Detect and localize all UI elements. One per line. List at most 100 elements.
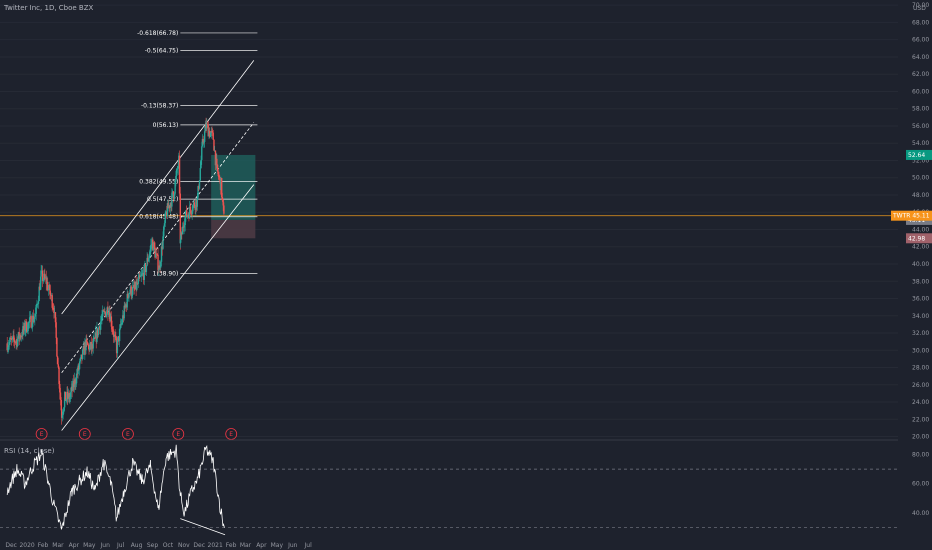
candle-body	[179, 239, 182, 244]
candle-body	[52, 307, 54, 309]
candle-body	[16, 339, 18, 347]
time-tick-label: Apr	[256, 542, 267, 549]
candle-body	[60, 400, 62, 411]
candle-body	[23, 322, 26, 330]
time-tick-label: Mar	[52, 542, 64, 549]
candle-body	[62, 411, 64, 416]
candle-body	[30, 316, 32, 328]
channel-lower-line[interactable]	[61, 184, 255, 431]
price-tick-label: 26.00	[912, 382, 929, 389]
price-axis[interactable]: 20.00 22.00 24.00 26.00 28.00 30.00 32.00 34.00…	[891, 2, 932, 441]
candle-body	[171, 191, 174, 193]
candle-body	[189, 206, 192, 211]
time-tick-label: Jul	[304, 542, 313, 549]
candle-body	[182, 226, 185, 228]
candle-body	[76, 373, 79, 375]
candle-body	[146, 257, 148, 266]
rsi-line[interactable]	[6, 444, 225, 530]
price-pane[interactable]: -0.618(66.78) -0.5(64.75) -0.13(58.37) 0(56…	[0, 4, 898, 440]
candle-body	[90, 342, 92, 350]
candle-body	[104, 312, 107, 317]
candle-body	[177, 166, 179, 169]
candle-body	[78, 361, 81, 365]
candle-body	[112, 332, 115, 337]
candle-body	[220, 177, 222, 191]
candle-body	[219, 177, 221, 178]
candle-body	[163, 223, 166, 227]
price-tick-label: 20.00	[912, 434, 929, 441]
rsi-label: RSI (14, close)	[4, 447, 55, 455]
candle-body	[210, 130, 212, 134]
candle-body	[93, 337, 95, 341]
rsi-axis[interactable]: 40.00 60.00 80.00	[912, 452, 929, 517]
time-tick-label: 2021	[208, 542, 223, 549]
candle-body	[150, 244, 153, 245]
candle-body	[39, 276, 42, 290]
candle-body	[143, 265, 146, 280]
channel-upper-line[interactable]	[61, 60, 255, 315]
candle-body	[104, 311, 106, 313]
time-tick-label: Apr	[69, 542, 80, 549]
candle-body	[134, 281, 137, 289]
candle-body	[206, 123, 209, 125]
candle-body	[173, 193, 176, 199]
rsi-divergence-line[interactable]	[180, 518, 226, 536]
candle-body	[50, 295, 53, 297]
candle-body	[10, 339, 13, 340]
candle-body	[49, 285, 51, 295]
candle-body	[32, 315, 35, 322]
candle-body	[54, 312, 57, 323]
candle-body	[75, 383, 77, 385]
price-tag-label: 52.64	[908, 152, 925, 159]
candle-body	[119, 324, 122, 329]
candle-body	[115, 336, 117, 339]
candle-body	[198, 180, 201, 189]
candle-body	[33, 319, 35, 322]
candle-body	[208, 130, 210, 137]
price-tick-label: 50.00	[912, 175, 929, 182]
candle-body	[160, 246, 163, 262]
candle-body	[106, 307, 108, 313]
candle-body	[25, 321, 27, 331]
candle-body	[45, 277, 47, 284]
time-tick-label: Oct	[163, 542, 174, 549]
candle-body	[86, 339, 88, 342]
candle-body	[152, 242, 155, 251]
candle-body	[192, 205, 194, 212]
stop-zone[interactable]	[211, 219, 256, 239]
candle-body	[118, 336, 120, 342]
candle-body	[18, 332, 20, 339]
target-zone[interactable]	[211, 154, 256, 220]
candle-body	[178, 155, 181, 194]
candle-body	[160, 261, 162, 268]
candle-body	[13, 335, 15, 340]
candle-body	[102, 310, 105, 312]
fib-level-label: -0.13(58.37)	[141, 103, 178, 110]
candle-body	[36, 304, 38, 306]
channel-mid-line[interactable]	[61, 122, 255, 373]
candle-body	[164, 213, 166, 224]
candle-body	[122, 315, 124, 323]
candle-body	[40, 270, 42, 277]
price-tag-label: 42.98	[908, 235, 925, 242]
candle-body	[150, 244, 152, 250]
candle-body	[8, 341, 11, 346]
time-axis[interactable]: Dec 2020 Feb Mar Apr May Jun Jul Aug Sep Oct Nov Dec…	[5, 542, 312, 549]
price-tick-label: 70.00	[912, 2, 929, 9]
fib-level-label: 0.5(47.52)	[147, 196, 178, 203]
candle-body	[100, 319, 102, 322]
candle-body	[107, 307, 109, 315]
candle-body	[58, 367, 60, 384]
candle-body	[81, 354, 83, 360]
rsi-pane[interactable]	[0, 444, 898, 536]
candle-body	[136, 282, 138, 290]
candle-body	[135, 281, 137, 290]
candle-body	[105, 312, 108, 317]
price-tick-label: 62.00	[912, 71, 929, 78]
candle-body	[162, 236, 164, 249]
price-tick-label: 58.00	[912, 106, 929, 113]
candle-body	[31, 315, 34, 327]
candle-body	[200, 159, 202, 168]
candle-body	[89, 345, 91, 351]
